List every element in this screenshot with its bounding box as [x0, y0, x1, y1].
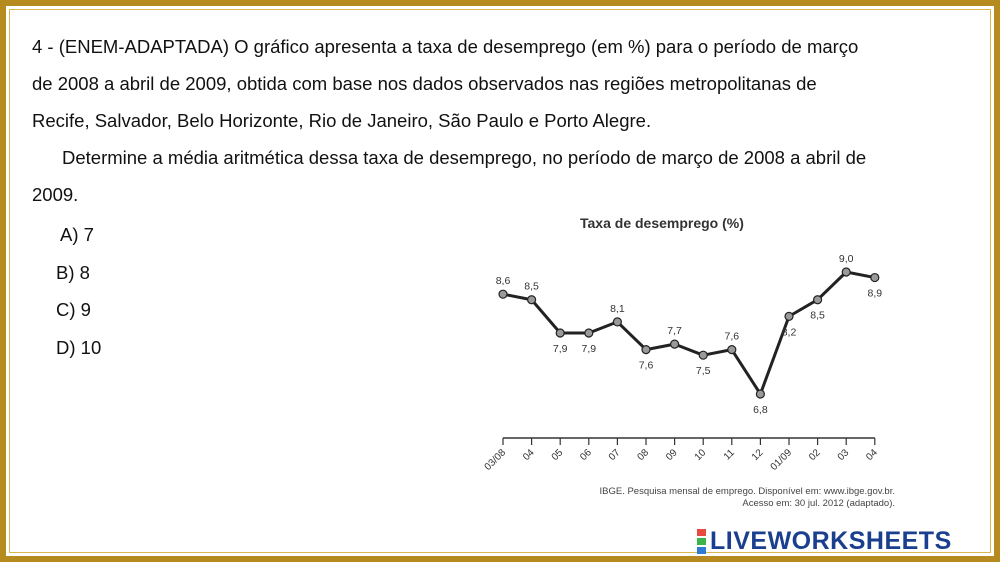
- x-tick-label-10: 01/09: [769, 447, 795, 473]
- data-point-5: [641, 345, 651, 355]
- x-tick-label-6: 09: [664, 447, 680, 463]
- series-line: [502, 270, 876, 396]
- data-point-2: [555, 328, 565, 338]
- chart-title: Taxa de desemprego (%): [580, 215, 744, 231]
- data-point-4: [612, 317, 623, 327]
- data-point-8: [727, 345, 737, 355]
- data-label-10: 8,2: [782, 326, 797, 338]
- data-label-9: 6,8: [753, 404, 768, 416]
- x-tick-label-5: 08: [635, 447, 651, 463]
- data-label-8: 7,6: [724, 331, 739, 343]
- question-line-1: 4 - (ENEM-ADAPTADA) O gráfico apresenta …: [32, 36, 859, 57]
- chart-source: IBGE. Pesquisa mensal de emprego. Dispon…: [575, 486, 895, 510]
- source-line-2: Acesso em: 30 jul. 2012 (adaptado).: [742, 498, 895, 509]
- data-label-11: 8,5: [810, 310, 825, 322]
- data-point-10: [784, 311, 794, 321]
- data-point-3: [584, 328, 594, 338]
- data-point-11: [812, 295, 823, 305]
- x-tick-label-12: 03: [836, 447, 852, 463]
- data-label-1: 8,5: [524, 281, 539, 293]
- data-label-2: 7,9: [553, 343, 568, 355]
- data-label-5: 7,6: [639, 360, 654, 372]
- data-label-6: 7,7: [667, 325, 682, 337]
- data-point-13: [870, 272, 880, 283]
- data-label-0: 8,6: [496, 275, 511, 287]
- answer-options: A) 7 B) 8 C) 9 D) 10: [56, 216, 101, 366]
- option-c[interactable]: C) 9: [56, 299, 91, 320]
- source-line-1: IBGE. Pesquisa mensal de emprego. Dispon…: [599, 486, 895, 497]
- series-line-path: [502, 270, 876, 396]
- data-markers: [498, 267, 880, 399]
- x-tick-label-2: 05: [550, 447, 566, 463]
- x-tick-label-3: 06: [578, 447, 594, 463]
- data-point-1: [526, 295, 537, 305]
- data-label-7: 7,5: [696, 365, 711, 377]
- data-label-4: 8,1: [610, 303, 625, 315]
- question-text: 4 - (ENEM-ADAPTADA) O gráfico apresenta …: [32, 28, 972, 213]
- question-line-2: de 2008 a abril de 2009, obtida com base…: [32, 73, 817, 94]
- data-point-12: [841, 267, 851, 277]
- question-line-5: 2009.: [32, 184, 79, 205]
- data-label-3: 7,9: [581, 343, 596, 355]
- x-tick-label-8: 11: [722, 447, 737, 462]
- x-axis: [502, 437, 876, 445]
- logo-text: LIVEWORKSHEETS: [710, 526, 952, 555]
- x-tick-label-11: 02: [807, 447, 823, 463]
- option-d[interactable]: D) 10: [56, 336, 102, 358]
- x-tick-label-9: 12: [750, 447, 766, 463]
- data-point-9: [755, 389, 766, 399]
- data-point-0: [498, 289, 508, 299]
- x-tick-label-7: 10: [693, 447, 709, 463]
- x-tick-label-4: 07: [607, 447, 623, 463]
- x-tick-labels: 03/08 04 05 06 07 08 09 10 11 12 01/09 02 03 04: [483, 447, 881, 473]
- x-tick-label-13: 04: [864, 447, 880, 463]
- data-point-7: [698, 350, 708, 360]
- data-label-13: 8,9: [867, 288, 882, 300]
- data-point-6: [669, 339, 680, 349]
- data-labels: 8,6 8,5 7,9 7,9 8,1 7,6 7,7 7,5 7,6 6,8 8,2 8,5 9,0 8…: [496, 253, 883, 416]
- data-label-12: 9,0: [839, 253, 854, 265]
- option-b[interactable]: B) 8: [56, 261, 90, 283]
- logo-blocks-icon: [697, 528, 706, 555]
- x-tick-label-0: 03/08: [483, 447, 509, 473]
- frame-inner-border: [9, 9, 991, 553]
- option-a[interactable]: A) 7: [60, 224, 94, 245]
- question-line-4: Determine a média aritmética dessa taxa …: [62, 147, 867, 168]
- liveworksheets-logo: LIVEWORKSHEETS: [697, 527, 952, 555]
- x-tick-label-1: 04: [521, 447, 537, 463]
- question-line-3: Recife, Salvador, Belo Horizonte, Rio de…: [32, 110, 652, 131]
